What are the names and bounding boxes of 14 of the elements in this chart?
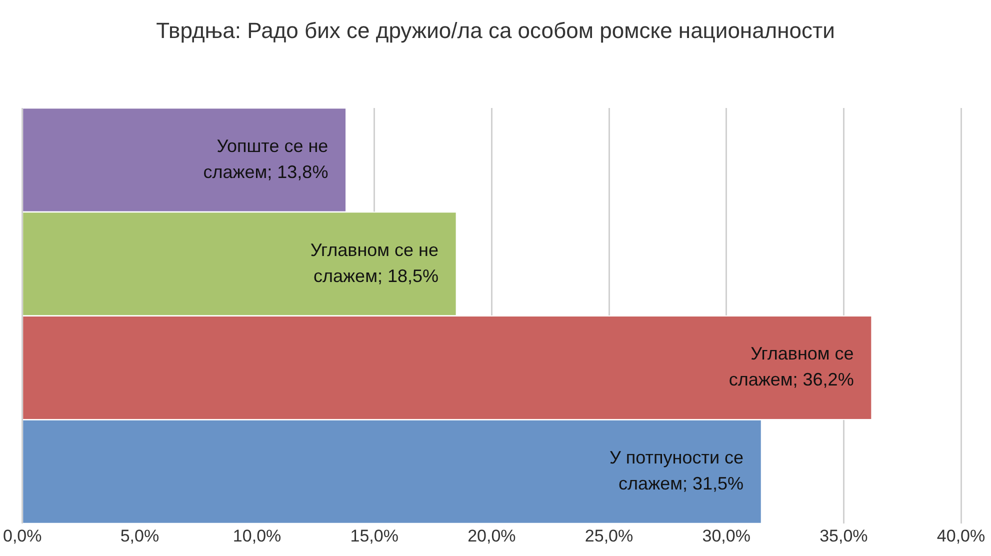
x-tick-label: 0,0% xyxy=(3,526,42,546)
data-label: Углавном се не слажем; 18,5% xyxy=(310,240,438,286)
x-tick-label: 15,0% xyxy=(350,526,398,546)
x-tick-label: 35,0% xyxy=(820,526,868,546)
x-tick-label: 40,0% xyxy=(936,526,986,546)
chart-title: Тврдња: Радо бих се дружио/ла са особом ромске националности xyxy=(155,18,836,44)
data-label: Уопште се не слажем; 13,8% xyxy=(203,136,328,182)
x-tick-label: 30,0% xyxy=(702,526,750,546)
data-label: Углавном се слажем; 36,2% xyxy=(728,344,854,390)
x-tick-label: 20,0% xyxy=(468,526,516,546)
data-label: У потпуности се слажем; 31,5% xyxy=(609,448,744,494)
x-tick-label: 5,0% xyxy=(120,526,160,546)
x-tick-label: 25,0% xyxy=(584,526,634,546)
x-tick-label: 10,0% xyxy=(232,526,282,546)
